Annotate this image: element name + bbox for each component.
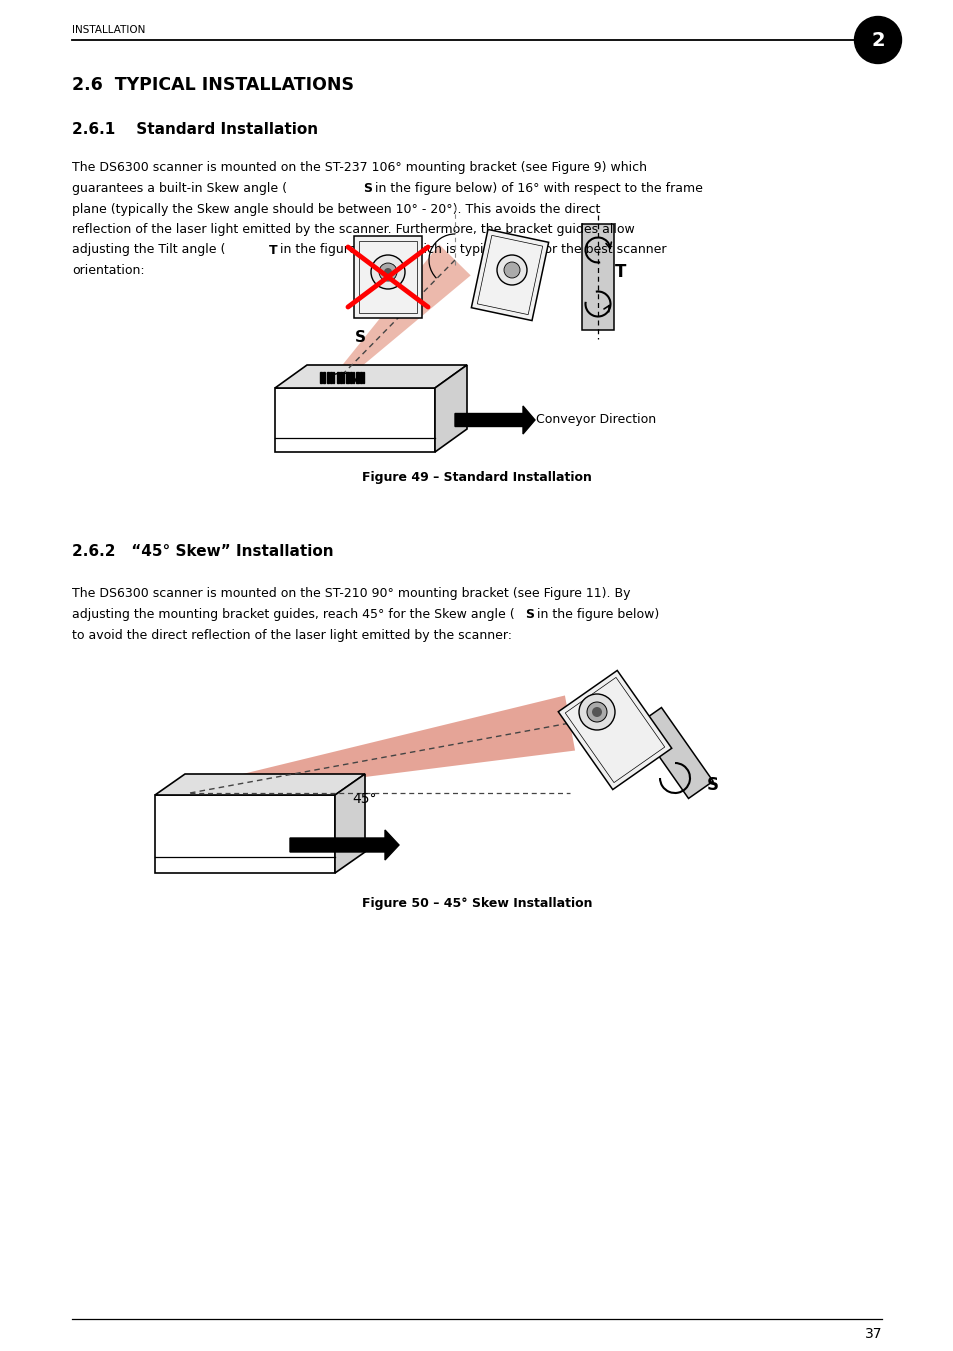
Circle shape <box>384 267 392 276</box>
Bar <box>350 372 352 382</box>
Bar <box>339 372 341 382</box>
Bar <box>362 372 364 382</box>
Circle shape <box>503 262 519 278</box>
Text: orientation:: orientation: <box>71 263 145 277</box>
Text: Figure 50 – 45° Skew Installation: Figure 50 – 45° Skew Installation <box>361 897 592 909</box>
Text: in the figure below, which is typically 0°) for the best scanner: in the figure below, which is typically … <box>276 243 666 257</box>
Polygon shape <box>154 774 365 794</box>
Bar <box>330 372 332 382</box>
Text: Figure 49 – Standard Installation: Figure 49 – Standard Installation <box>362 471 591 485</box>
Text: S: S <box>363 182 372 195</box>
Text: T: T <box>269 243 277 257</box>
Bar <box>581 224 614 330</box>
Text: Conveyor Direction: Conveyor Direction <box>536 413 656 427</box>
Polygon shape <box>558 670 671 789</box>
Text: 37: 37 <box>863 1327 882 1342</box>
Polygon shape <box>471 230 548 320</box>
Circle shape <box>854 16 901 63</box>
Polygon shape <box>354 236 421 317</box>
Bar <box>319 372 322 382</box>
Bar <box>323 372 324 382</box>
Text: reflection of the laser light emitted by the scanner. Furthermore, the bracket g: reflection of the laser light emitted by… <box>71 223 634 236</box>
Polygon shape <box>274 388 435 453</box>
Bar <box>355 372 358 382</box>
Text: in the figure below): in the figure below) <box>533 608 659 621</box>
FancyArrow shape <box>290 830 398 861</box>
Text: S: S <box>355 330 366 345</box>
Text: guarantees a built-in Skew angle (: guarantees a built-in Skew angle ( <box>71 182 287 195</box>
Circle shape <box>371 255 405 289</box>
Text: S: S <box>706 775 719 794</box>
Polygon shape <box>274 365 467 388</box>
Bar <box>353 372 354 382</box>
FancyArrow shape <box>455 407 535 434</box>
Text: S: S <box>525 608 534 621</box>
Text: The DS6300 scanner is mounted on the ST-237 106° mounting bracket (see Figure 9): The DS6300 scanner is mounted on the ST-… <box>71 162 646 174</box>
Text: T: T <box>615 263 626 281</box>
Text: adjusting the mounting bracket guides, reach 45° for the Skew angle (: adjusting the mounting bracket guides, r… <box>71 608 514 621</box>
Circle shape <box>497 255 526 285</box>
Text: 2: 2 <box>870 31 883 50</box>
Text: 45°: 45° <box>352 792 376 807</box>
Text: in the figure below) of 16° with respect to the frame: in the figure below) of 16° with respect… <box>371 182 702 195</box>
Polygon shape <box>337 245 470 380</box>
Polygon shape <box>189 696 575 798</box>
Bar <box>346 372 348 382</box>
Polygon shape <box>335 774 365 873</box>
Polygon shape <box>637 708 712 798</box>
Text: 2.6.2   “45° Skew” Installation: 2.6.2 “45° Skew” Installation <box>71 544 334 559</box>
Text: 2.6  TYPICAL INSTALLATIONS: 2.6 TYPICAL INSTALLATIONS <box>71 76 354 95</box>
Circle shape <box>586 703 606 721</box>
Text: 2.6.1    Standard Installation: 2.6.1 Standard Installation <box>71 123 317 138</box>
Polygon shape <box>435 365 467 453</box>
Text: The DS6300 scanner is mounted on the ST-210 90° mounting bracket (see Figure 11): The DS6300 scanner is mounted on the ST-… <box>71 588 630 600</box>
Bar <box>359 372 361 382</box>
Polygon shape <box>154 794 335 873</box>
Text: to avoid the direct reflection of the laser light emitted by the scanner:: to avoid the direct reflection of the la… <box>71 628 512 642</box>
Bar <box>326 372 329 382</box>
Circle shape <box>592 707 601 717</box>
Bar <box>333 372 335 382</box>
Text: adjusting the Tilt angle (: adjusting the Tilt angle ( <box>71 243 225 257</box>
Bar <box>336 372 338 382</box>
Bar <box>343 372 344 382</box>
Text: INSTALLATION: INSTALLATION <box>71 26 145 35</box>
Circle shape <box>378 263 396 281</box>
Text: plane (typically the Skew angle should be between 10° - 20°). This avoids the di: plane (typically the Skew angle should b… <box>71 203 599 216</box>
Circle shape <box>578 694 615 730</box>
